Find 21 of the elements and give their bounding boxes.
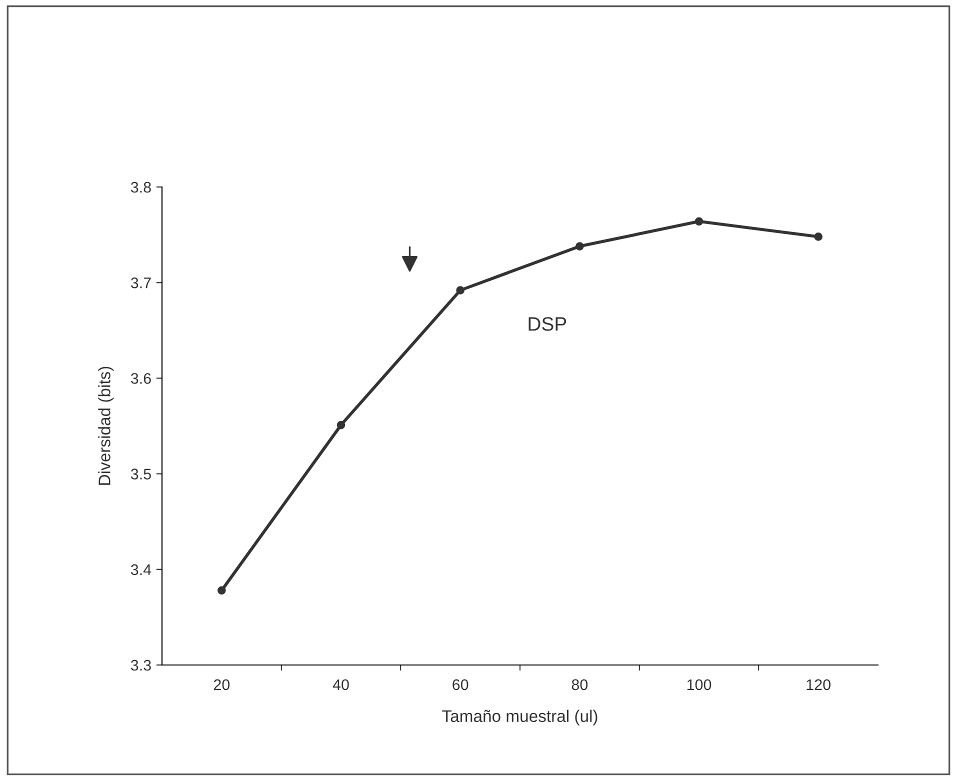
- x-tick-label: 100: [687, 679, 712, 690]
- x-tick-label: 80: [572, 679, 588, 690]
- point: [336, 420, 346, 430]
- annotation: DSP: [528, 317, 566, 331]
- point: [456, 286, 464, 294]
- point: [814, 232, 822, 241]
- point: [218, 586, 226, 595]
- x-tick-label: 40: [332, 679, 349, 690]
- y-tick-label: 3.3: [130, 660, 151, 671]
- y-tick-label: 3.4: [130, 564, 152, 576]
- y-tick-label: 3.6: [130, 373, 151, 384]
- y-tick-label: 3.8: [130, 182, 151, 193]
- x-tick-label: 20: [214, 679, 230, 690]
- x-tick-label: 60: [452, 679, 468, 690]
- y-tick-label: 3.7: [130, 277, 151, 288]
- y-tick-label: 3.5: [130, 468, 151, 480]
- x-tick-label: 120: [806, 679, 830, 690]
- x-axis-title: Tamaño muestral (ul): [442, 710, 598, 726]
- point: [576, 242, 584, 250]
- y-axis-title: Diversidad (bits): [98, 366, 114, 485]
- point: [694, 217, 704, 226]
